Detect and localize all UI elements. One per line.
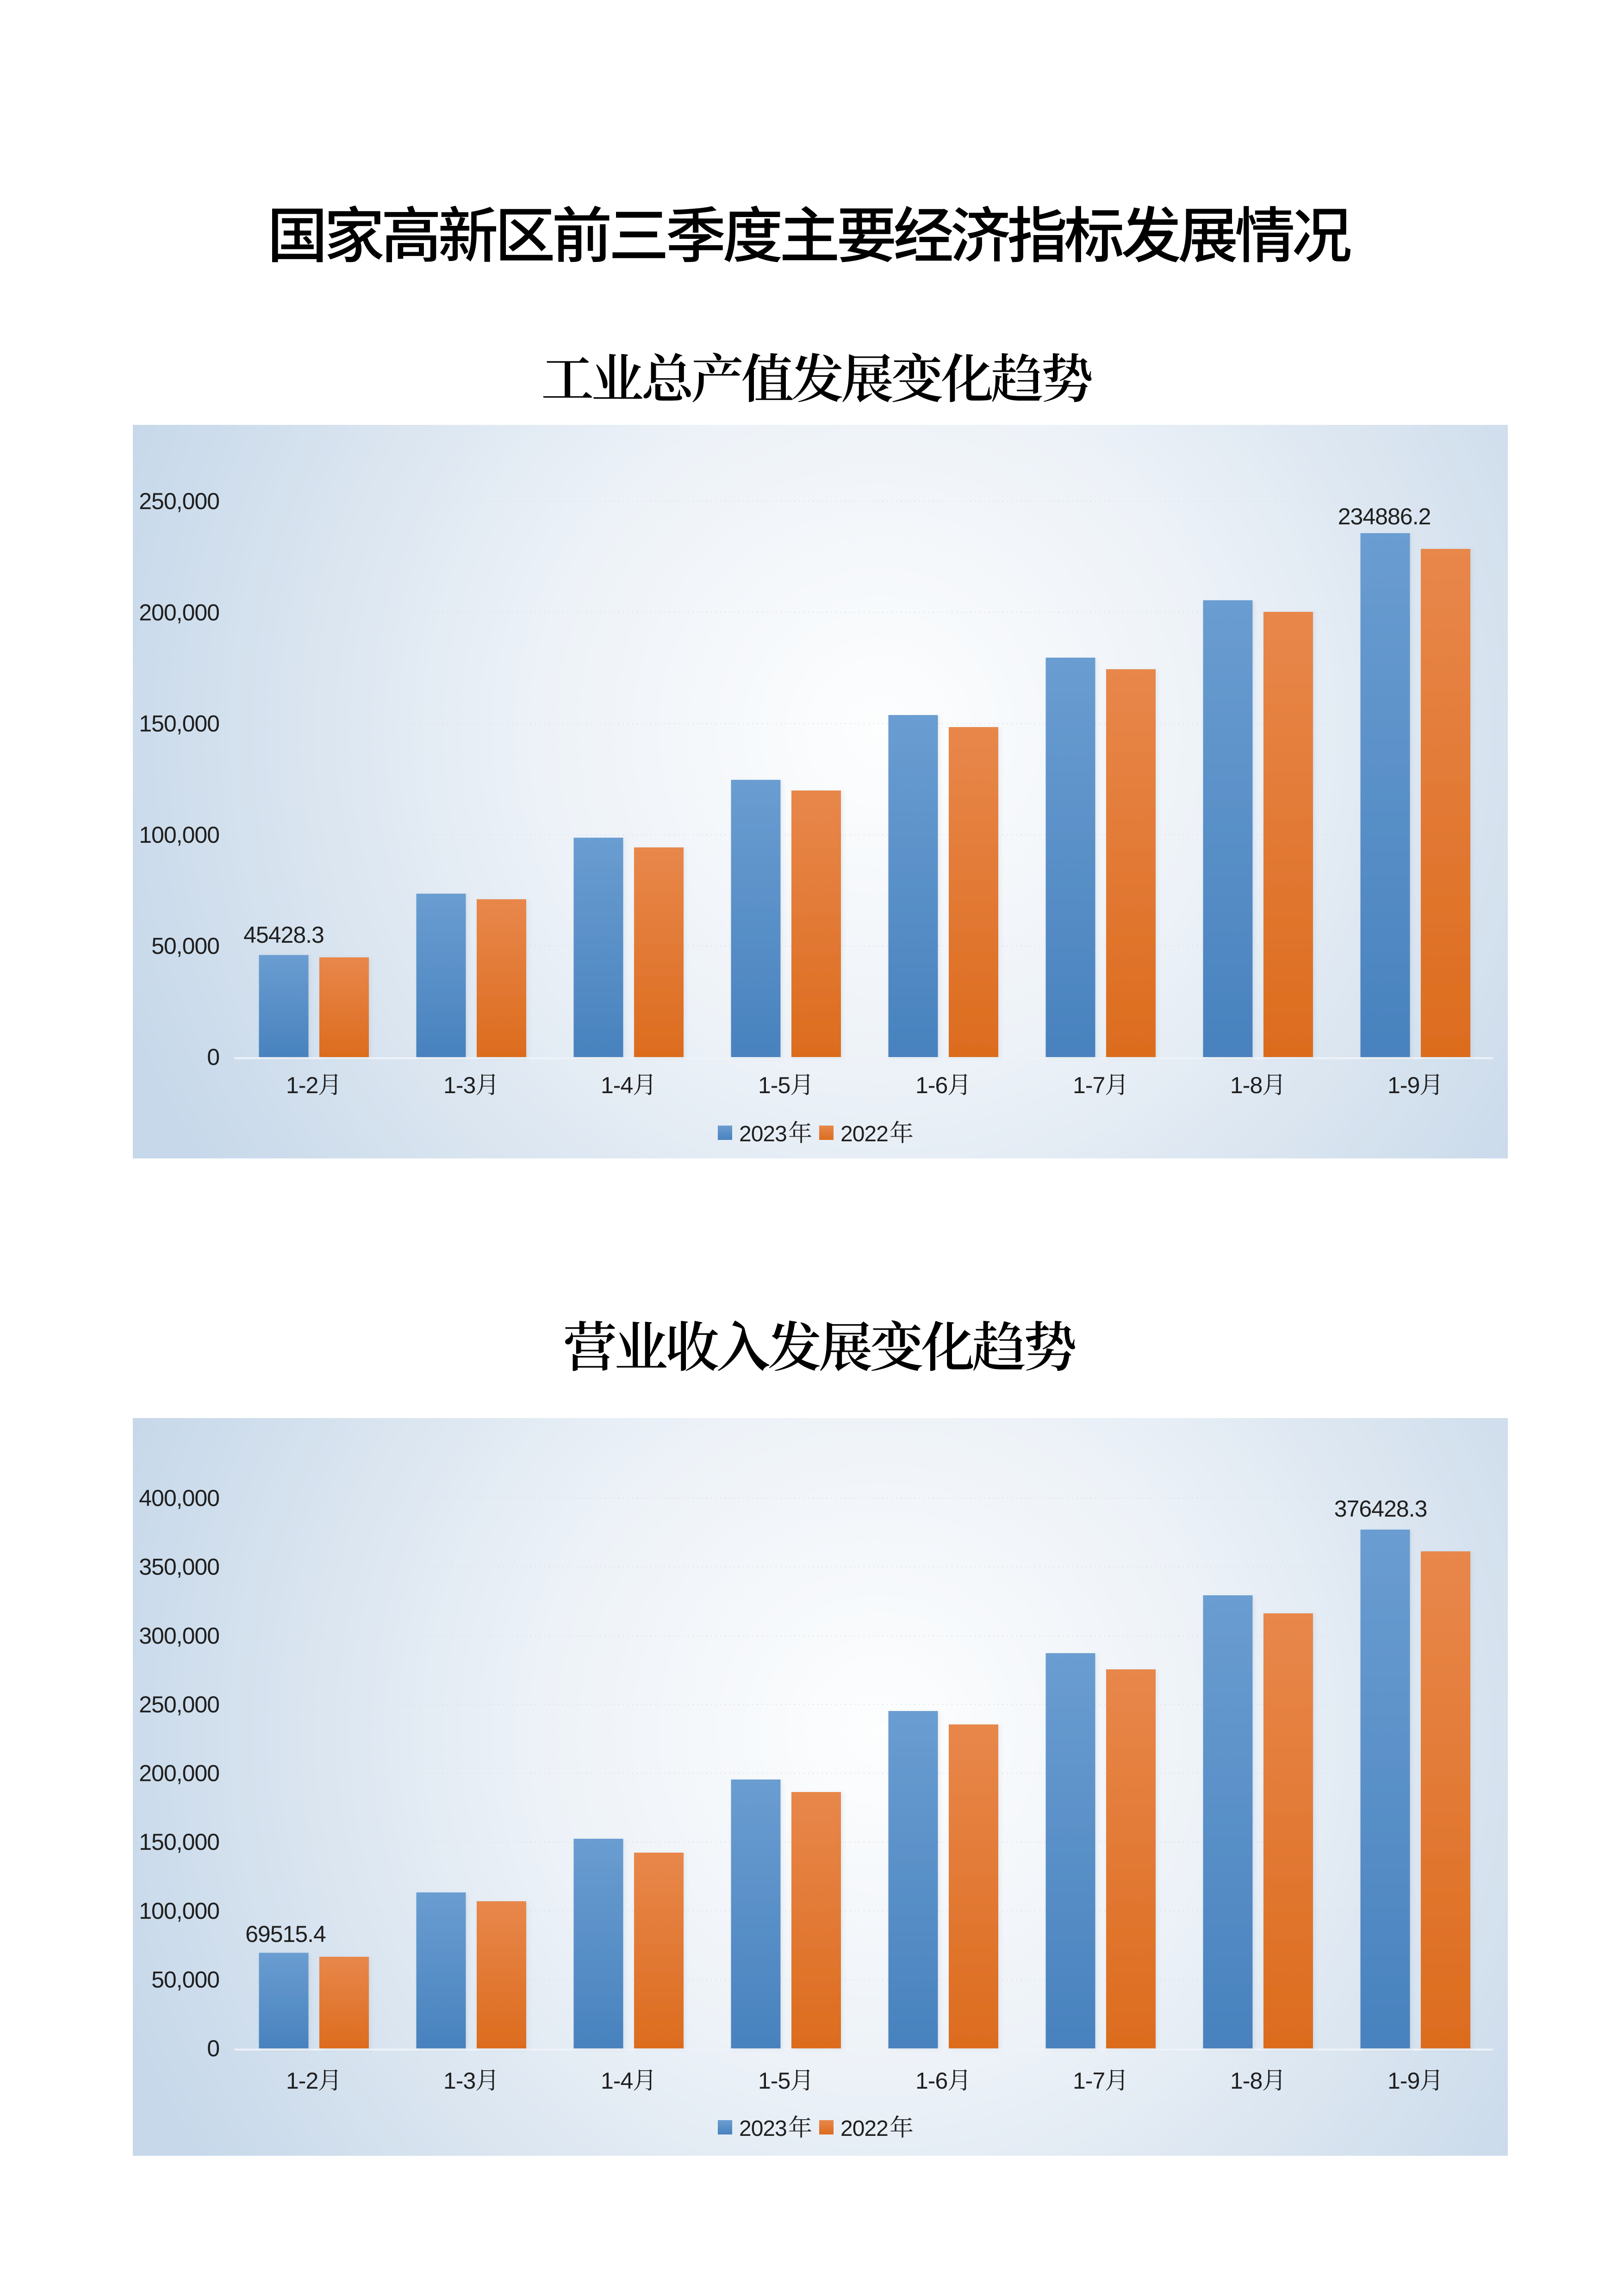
svg-text:1-7: 1-7 xyxy=(1073,2068,1105,2094)
svg-text:1-3: 1-3 xyxy=(443,2068,475,2094)
svg-text:0: 0 xyxy=(207,1044,219,1070)
svg-text:1-6: 1-6 xyxy=(915,1072,947,1098)
svg-text:69515.4: 69515.4 xyxy=(245,1921,326,1947)
svg-text:400,000: 400,000 xyxy=(139,1485,219,1511)
svg-text:150,000: 150,000 xyxy=(139,1829,219,1855)
svg-text:50,000: 50,000 xyxy=(151,933,219,959)
svg-text:1-5: 1-5 xyxy=(758,1072,790,1098)
svg-text:1-9: 1-9 xyxy=(1388,1072,1419,1098)
svg-text:1-8: 1-8 xyxy=(1230,1072,1262,1098)
svg-text:1-9: 1-9 xyxy=(1388,2068,1419,2094)
svg-text:1-2: 1-2 xyxy=(286,1072,318,1098)
svg-text:1-5: 1-5 xyxy=(758,2068,790,2094)
svg-text:234886.2: 234886.2 xyxy=(1338,504,1431,529)
svg-text:2022: 2022 xyxy=(840,1122,888,1146)
svg-text:1-7: 1-7 xyxy=(1073,1072,1105,1098)
svg-text:100,000: 100,000 xyxy=(139,1898,219,1924)
svg-text:1-8: 1-8 xyxy=(1230,2068,1262,2094)
svg-text:50,000: 50,000 xyxy=(151,1967,219,1993)
svg-text:350,000: 350,000 xyxy=(139,1554,219,1580)
svg-text:1-4: 1-4 xyxy=(601,1072,633,1098)
svg-text:2022: 2022 xyxy=(840,2116,888,2141)
svg-text:0: 0 xyxy=(207,2035,219,2061)
svg-text:1-6: 1-6 xyxy=(915,2068,947,2094)
svg-text:200,000: 200,000 xyxy=(139,599,219,625)
svg-text:1-2: 1-2 xyxy=(286,2068,318,2094)
svg-text:300,000: 300,000 xyxy=(139,1623,219,1649)
svg-text:1-4: 1-4 xyxy=(601,2068,633,2094)
svg-text:150,000: 150,000 xyxy=(139,711,219,737)
svg-text:100,000: 100,000 xyxy=(139,822,219,848)
svg-text:2023: 2023 xyxy=(739,1122,787,1146)
svg-text:250,000: 250,000 xyxy=(139,488,219,514)
svg-text:200,000: 200,000 xyxy=(139,1761,219,1786)
svg-text:250,000: 250,000 xyxy=(139,1692,219,1717)
svg-text:45428.3: 45428.3 xyxy=(243,922,324,948)
svg-text:376428.3: 376428.3 xyxy=(1334,1496,1427,1522)
svg-text:2023: 2023 xyxy=(739,2116,787,2141)
svg-text:1-3: 1-3 xyxy=(443,1072,475,1098)
